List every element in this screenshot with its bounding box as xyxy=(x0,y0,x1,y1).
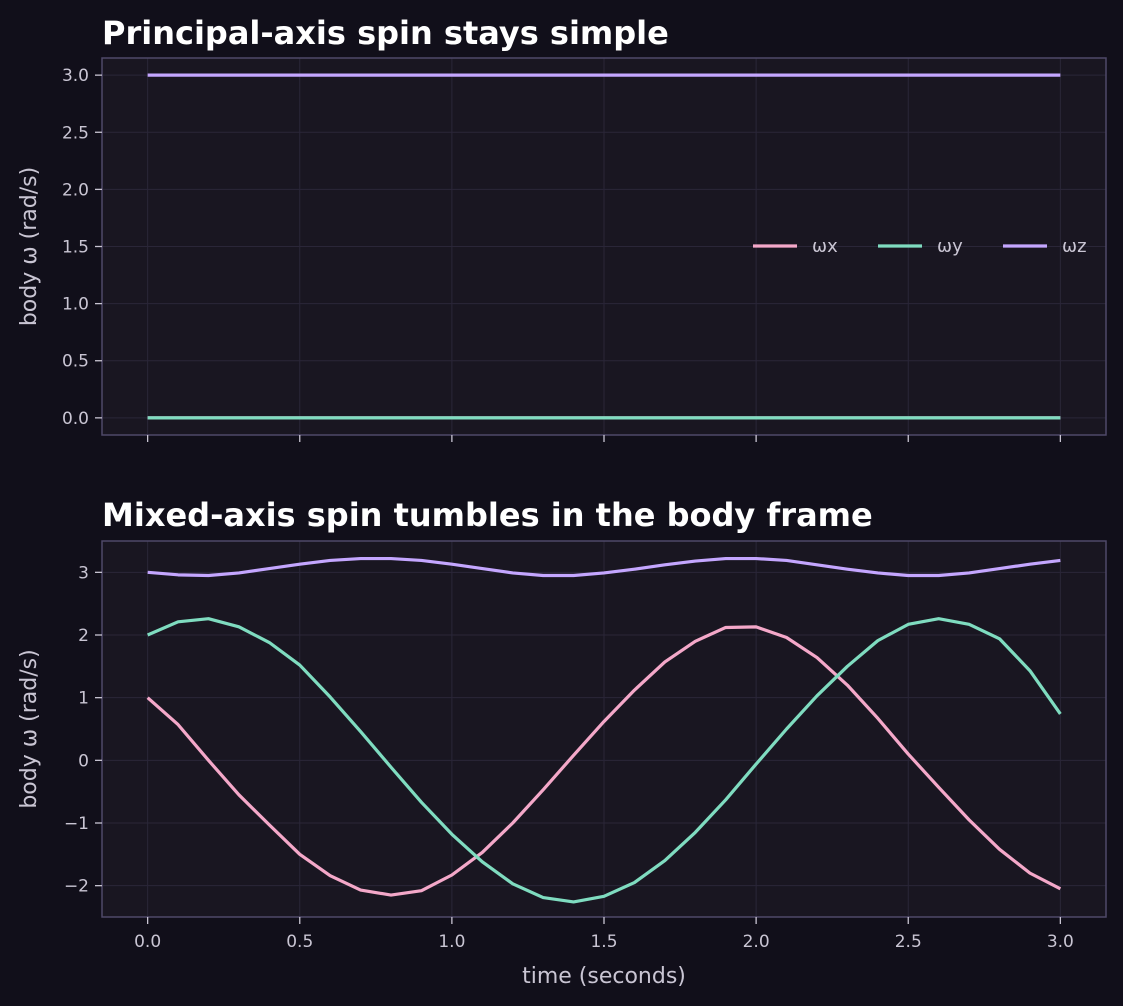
chart-title: Mixed-axis spin tumbles in the body fram… xyxy=(102,496,873,534)
y-tick-label: 1.5 xyxy=(62,238,89,258)
y-tick-label: 2.0 xyxy=(62,180,89,200)
y-tick-label: 0.5 xyxy=(62,352,89,372)
series-line-ωx xyxy=(146,625,1062,897)
series-line-ωz xyxy=(147,556,1061,578)
legend-label-ωy: ωy xyxy=(937,236,963,257)
y-tick-label: 0.0 xyxy=(62,409,89,429)
x-tick-label: 0.5 xyxy=(286,932,313,952)
series-line-ωy xyxy=(147,617,1062,904)
y-tick-label: −2 xyxy=(64,877,89,897)
x-tick-label: 2.5 xyxy=(895,932,922,952)
y-axis-label: body ω (rad/s) xyxy=(17,649,42,808)
panel-2: 0.0 0.5 1.0 1.5 2.0 2.5 3.0 −2 −1 0 1 2 3 Mixed-axis … xyxy=(17,496,1107,989)
y-tick-label: 2 xyxy=(78,626,89,646)
y-tick-label: −1 xyxy=(64,814,89,834)
chart-title: Principal-axis spin stays simple xyxy=(102,14,669,52)
y-tick-label: 1.0 xyxy=(62,295,89,315)
y-tick-label: 1 xyxy=(78,689,89,709)
y-tick-label: 3 xyxy=(78,563,89,583)
x-tick-label: 2.0 xyxy=(743,932,770,952)
x-tick-label: 3.0 xyxy=(1047,932,1074,952)
x-tick-label: 0.0 xyxy=(134,932,161,952)
x-axis-label: time (seconds) xyxy=(522,964,686,989)
x-tick-label: 1.0 xyxy=(438,932,465,952)
x-tick-label: 1.5 xyxy=(590,932,617,952)
legend-label-ωx: ωx xyxy=(812,236,838,257)
y-tick-label: 2.5 xyxy=(62,123,89,143)
y-tick-label: 3.0 xyxy=(62,66,89,86)
legend: ωx ωy ωz xyxy=(753,236,1087,257)
y-tick-label: 0 xyxy=(78,751,89,771)
y-axis-label: body ω (rad/s) xyxy=(17,167,42,326)
legend-label-ωz: ωz xyxy=(1062,236,1087,257)
panel-1: 0.0 0.5 1.0 1.5 2.0 2.5 3.0 Principal-axis spin… xyxy=(17,14,1107,442)
